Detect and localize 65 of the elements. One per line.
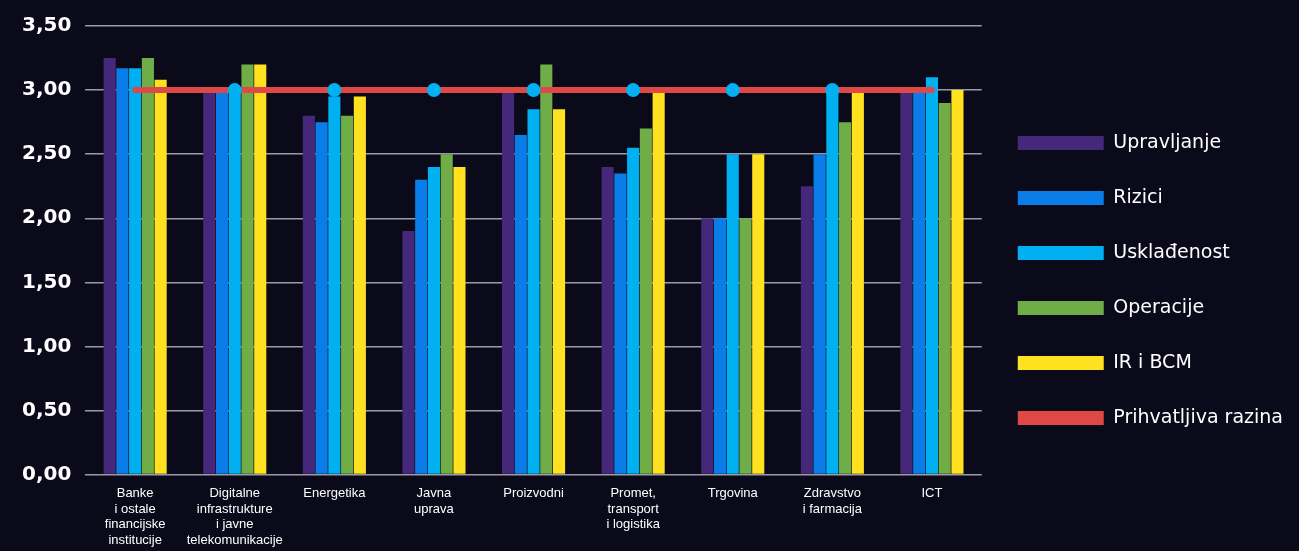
bar (752, 154, 765, 474)
bar (203, 90, 216, 474)
y-tick-label: 2,00 (21, 204, 72, 229)
bar (900, 90, 913, 474)
bar (440, 154, 453, 474)
bar (254, 64, 267, 474)
bar (302, 115, 315, 474)
legend-label: Upravljanje (1113, 129, 1222, 152)
legend-label: Operacije (1113, 294, 1205, 317)
y-tick-label: 3,50 (21, 12, 72, 37)
bar (402, 231, 415, 474)
legend-label: Prihvatljiva razina (1113, 404, 1283, 427)
legend-label: Rizici (1113, 184, 1163, 207)
y-tick-label: 2,50 (21, 140, 72, 165)
x-tick-label: Banke i ostale financijske institucije (104, 484, 166, 547)
bar (800, 186, 813, 474)
x-tick-label: Zdravstvo i farmacija (802, 484, 863, 516)
x-tick-label: Javna uprava (414, 484, 455, 516)
bar (552, 109, 566, 474)
legend-label: IR i BCM (1113, 349, 1192, 372)
bar (215, 90, 229, 474)
bar (141, 58, 154, 474)
bar (601, 166, 614, 474)
bar (627, 147, 640, 474)
x-tick-label: Proizvodni (503, 484, 565, 500)
legend-label: Usklađenost (1113, 239, 1230, 262)
bar (913, 90, 926, 474)
bar (353, 96, 366, 474)
bar (103, 58, 116, 474)
x-tick-label: Promet, transport i logistika (606, 484, 661, 532)
bar (925, 77, 939, 474)
bar (739, 218, 752, 474)
y-tick-label: 1,50 (21, 268, 72, 293)
y-tick-label: 0,50 (21, 396, 72, 421)
bar (839, 122, 852, 474)
y-tick-label: 0,00 (21, 460, 72, 485)
bar (813, 154, 826, 474)
bar (540, 64, 553, 474)
y-tick-label: 3,00 (21, 76, 72, 101)
bar (726, 154, 739, 474)
bar (514, 134, 527, 474)
bar (502, 90, 515, 474)
bar (427, 166, 440, 474)
bar (851, 90, 864, 474)
bar (639, 128, 652, 474)
bar (713, 218, 727, 474)
bar (341, 115, 354, 474)
bar (154, 79, 167, 474)
bar (315, 122, 328, 474)
bar (129, 68, 142, 474)
x-tick-label: Energetika (303, 484, 367, 500)
bar (453, 166, 466, 474)
bar (116, 68, 129, 474)
bar (652, 90, 665, 474)
bar (701, 218, 714, 474)
bar (527, 109, 540, 474)
bar (938, 102, 951, 474)
bar (614, 173, 627, 474)
bar (415, 179, 428, 474)
bar (241, 64, 254, 474)
x-tick-label: ICT (921, 484, 943, 500)
bar (951, 90, 964, 474)
y-tick-label: 1,00 (21, 332, 72, 357)
x-tick-label: Digitalne infrastrukture i javne telekomunikacije (186, 484, 283, 547)
x-tick-label: Trgovina (707, 484, 759, 500)
